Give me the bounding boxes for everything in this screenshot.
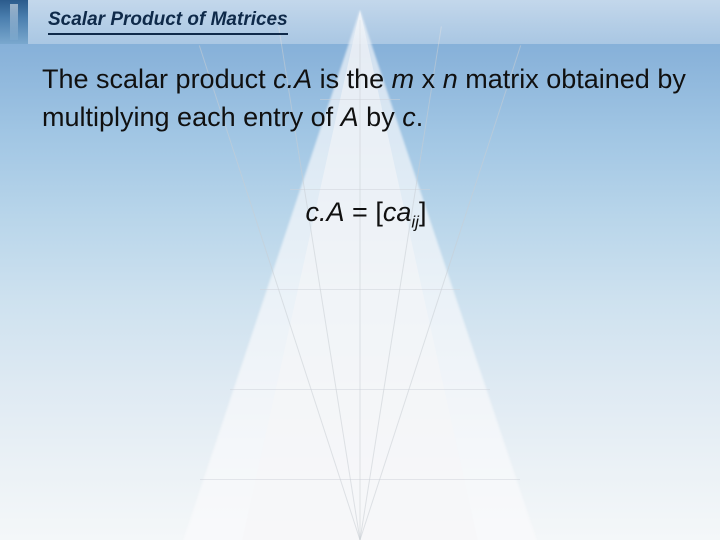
var-n: n bbox=[443, 64, 458, 94]
formula-lhs: c.A bbox=[306, 197, 345, 227]
formula-eq: = bbox=[345, 197, 376, 227]
var-A: A bbox=[341, 102, 359, 132]
formula-lbracket: [ bbox=[375, 197, 383, 227]
var-m: m bbox=[392, 64, 415, 94]
formula-rbracket: ] bbox=[419, 197, 427, 227]
bg-tower-band bbox=[200, 479, 520, 480]
slide-header: Scalar Product of Matrices bbox=[0, 0, 720, 44]
slide-body: The scalar product c.A is the m x n matr… bbox=[42, 60, 690, 232]
formula-rhs: ca bbox=[383, 197, 412, 227]
text: is the bbox=[312, 64, 392, 94]
var-c: c bbox=[402, 102, 416, 132]
text: x bbox=[414, 64, 443, 94]
header-thumbnail-icon bbox=[0, 0, 28, 44]
bg-tower-band bbox=[230, 389, 490, 390]
slide-title: Scalar Product of Matrices bbox=[48, 9, 288, 35]
var-cA: c.A bbox=[273, 64, 312, 94]
text: . bbox=[416, 102, 424, 132]
text: by bbox=[359, 102, 403, 132]
bg-tower-band bbox=[260, 289, 460, 290]
formula-subscript: ij bbox=[411, 212, 419, 231]
body-paragraph: The scalar product c.A is the m x n matr… bbox=[42, 60, 690, 137]
text: The scalar product bbox=[42, 64, 273, 94]
formula: c.A = [caij] bbox=[42, 197, 690, 232]
